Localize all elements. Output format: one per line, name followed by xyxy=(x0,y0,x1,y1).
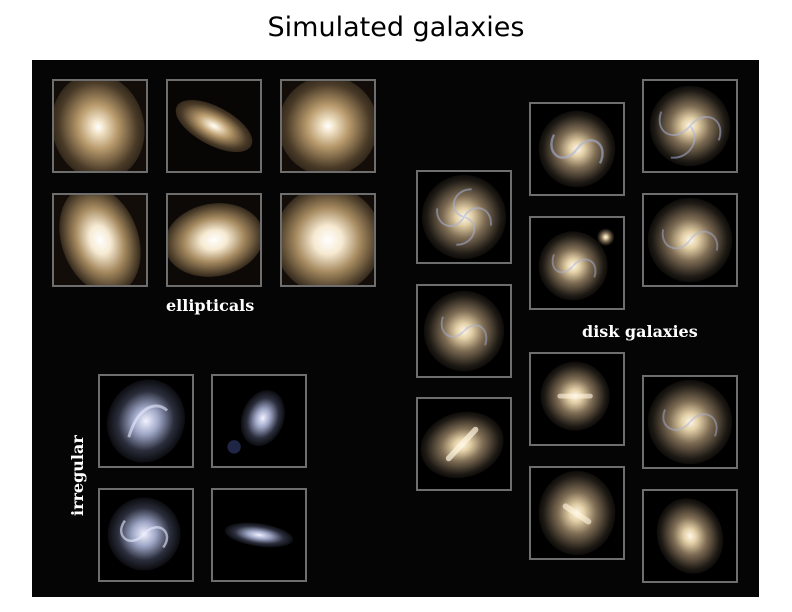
irregular-galaxy-tile xyxy=(211,374,307,468)
disk-galaxy-tile xyxy=(529,102,625,196)
elliptical-galaxy-tile xyxy=(52,193,148,287)
irregular-galaxy-tile xyxy=(98,488,194,582)
disk-galaxy-tile xyxy=(529,216,625,310)
page-title: Simulated galaxies xyxy=(267,12,525,43)
elliptical-galaxy-tile xyxy=(280,79,376,173)
disk-galaxy-tile xyxy=(529,466,625,560)
disk-galaxy-tile xyxy=(416,284,512,378)
disk-galaxy-tile xyxy=(416,397,512,491)
disk-galaxies-label: disk galaxies xyxy=(582,322,698,341)
galaxy-figure: ellipticals disk galaxies xyxy=(32,60,759,597)
elliptical-galaxy-tile xyxy=(166,193,262,287)
disk-galaxy-tile xyxy=(642,193,738,287)
disk-galaxy-tile xyxy=(642,375,738,469)
disk-galaxy-tile xyxy=(529,352,625,446)
irregular-galaxy-tile xyxy=(98,374,194,468)
elliptical-galaxy-tile xyxy=(280,193,376,287)
elliptical-galaxy-tile xyxy=(52,79,148,173)
disk-galaxy-tile xyxy=(416,170,512,264)
irregular-galaxy-tile xyxy=(211,488,307,582)
ellipticals-label: ellipticals xyxy=(166,296,255,315)
disk-galaxy-tile xyxy=(642,79,738,173)
elliptical-galaxy-tile xyxy=(166,79,262,173)
irregular-label: irregular xyxy=(68,435,87,516)
disk-galaxy-tile xyxy=(642,489,738,583)
